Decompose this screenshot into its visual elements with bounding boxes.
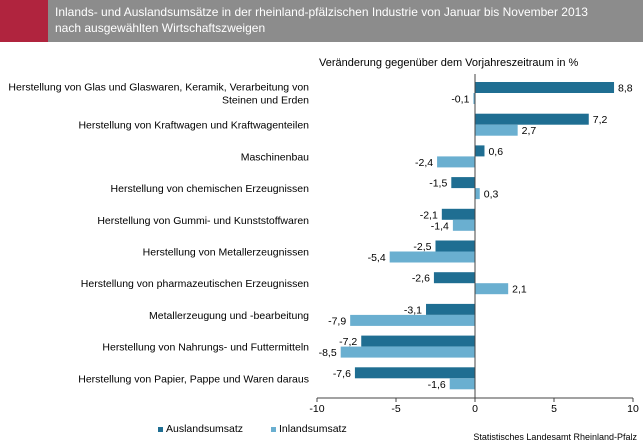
bar-auslandsumsatz: [426, 303, 475, 315]
bar-inlandsumsatz: [449, 378, 475, 390]
data-label: -2,6: [412, 273, 430, 285]
data-label: 0,3: [484, 189, 499, 201]
bar-inlandsumsatz: [452, 219, 475, 231]
legend-label-auslandsumsatz: Auslandsumsatz: [166, 423, 243, 435]
bar-auslandsumsatz: [441, 208, 475, 220]
data-label: 0,6: [488, 146, 503, 158]
bar-inlandsumsatz: [475, 283, 509, 295]
data-label: -1,5: [429, 178, 447, 190]
data-label: -2,4: [415, 157, 433, 169]
data-label: -2,1: [420, 209, 438, 221]
data-label: -0,1: [451, 94, 469, 106]
data-label: -7,9: [328, 315, 346, 327]
x-tick-label: -10: [309, 403, 324, 415]
data-label: -3,1: [404, 304, 422, 316]
x-tick-label: 5: [551, 403, 557, 415]
data-label: 2,7: [522, 125, 537, 137]
data-label: -2,5: [413, 241, 431, 253]
category-label: Herstellung von Glas und Glaswaren, Kera…: [8, 82, 309, 94]
bar-inlandsumsatz: [475, 188, 480, 200]
data-label: 7,2: [593, 114, 608, 126]
category-label: Herstellung von pharmazeutischen Erzeugn…: [81, 278, 309, 290]
bar-auslandsumsatz: [354, 367, 475, 379]
data-label: -8,5: [319, 347, 337, 359]
legend-swatch-auslandsumsatz: [158, 427, 163, 432]
x-tick-label: 10: [627, 403, 639, 415]
bar-inlandsumsatz: [389, 251, 475, 263]
data-label: -7,2: [339, 336, 357, 348]
category-label: Herstellung von Metallerzeugnissen: [143, 247, 309, 259]
legend-swatch-inlandsumsatz: [271, 427, 276, 432]
category-label: Herstellung von Nahrungs- und Futtermitt…: [102, 342, 309, 354]
data-label: 2,1: [512, 284, 527, 296]
bar-inlandsumsatz: [340, 346, 475, 358]
x-tick-label: 0: [472, 403, 478, 415]
bar-auslandsumsatz: [451, 177, 475, 189]
bar-auslandsumsatz: [361, 335, 475, 347]
category-label: Herstellung von Gummi- und Kunststoffwar…: [97, 215, 309, 227]
category-label: Herstellung von Papier, Pappe und Waren …: [78, 373, 309, 385]
bar-auslandsumsatz: [475, 113, 589, 125]
bar-auslandsumsatz: [433, 272, 475, 284]
data-label: -1,4: [431, 220, 449, 232]
chart-title: Inlands- und Auslandsumsätze in der rhei…: [55, 4, 635, 36]
category-label: Maschinenbau: [241, 151, 309, 163]
header-accent: [0, 0, 48, 42]
bar-inlandsumsatz: [475, 124, 518, 136]
source-note: Statistisches Landesamt Rheinland-Pfalz: [473, 432, 637, 442]
category-label: Herstellung von Kraftwagen und Kraftwage…: [78, 120, 309, 132]
bar-auslandsumsatz: [475, 145, 485, 157]
data-label: 8,8: [618, 83, 633, 95]
header-bar: Inlands- und Auslandsumsätze in der rhei…: [0, 0, 643, 42]
bar-inlandsumsatz: [350, 314, 475, 326]
category-label: Herstellung von chemischen Erzeugnissen: [111, 183, 310, 195]
data-label: -7,6: [333, 368, 351, 380]
bar-inlandsumsatz: [473, 93, 475, 104]
category-label: Steinen und Erden: [222, 95, 309, 107]
chart-title-line-1: Inlands- und Auslandsumsätze in der rhei…: [55, 5, 588, 19]
bar-auslandsumsatz: [475, 82, 615, 93]
data-label: -1,6: [428, 379, 446, 391]
bar-inlandsumsatz: [437, 156, 475, 168]
chart-subtitle: Veränderung gegenüber dem Vorjahreszeitr…: [319, 57, 578, 69]
legend-label-inlandsumsatz: Inlandsumsatz: [279, 423, 347, 435]
chart-area: [0, 42, 643, 447]
x-tick-label: -5: [391, 403, 400, 415]
category-label: Metallerzeugung und -bearbeitung: [149, 310, 309, 322]
bar-auslandsumsatz: [435, 240, 475, 252]
data-label: -5,4: [368, 252, 386, 264]
chart-title-line-2: nach ausgewählten Wirtschaftszweigen: [55, 21, 266, 35]
